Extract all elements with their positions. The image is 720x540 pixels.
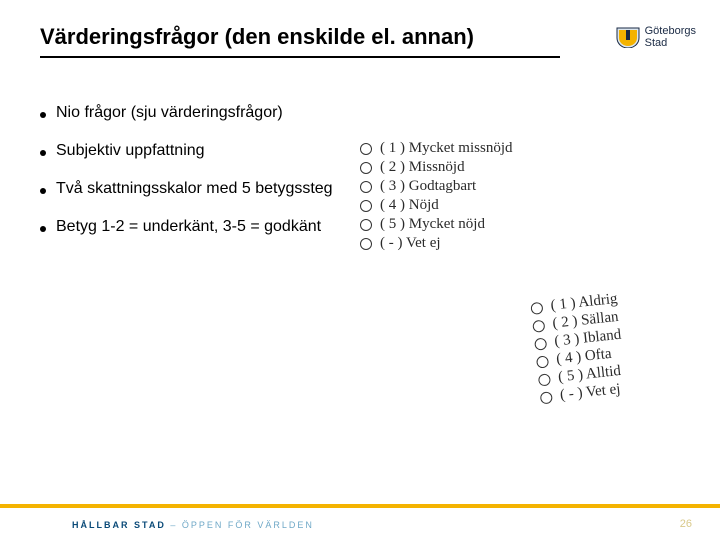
- title-underline: [40, 56, 560, 58]
- goteborg-crest-icon: [615, 26, 641, 48]
- logo: Göteborgs Stad: [615, 25, 696, 49]
- scale-label: ( 2 ) Missnöjd: [380, 159, 465, 176]
- scale-label: ( 1 ) Mycket missnöjd: [380, 140, 513, 157]
- footer: HÅLLBAR STAD – ÖPPEN FÖR VÄRLDEN 26: [0, 508, 720, 540]
- scale-label: ( 4 ) Nöjd: [380, 197, 439, 214]
- rating-scale-satisfaction: ( 1 ) Mycket missnöjd ( 2 ) Missnöjd ( 3…: [360, 140, 560, 254]
- radio-icon: [540, 391, 553, 404]
- radio-icon: [360, 238, 372, 250]
- scale-option: ( - ) Vet ej: [360, 235, 560, 252]
- slide-title: Värderingsfrågor (den enskilde el. annan…: [40, 24, 474, 50]
- footer-tagline: HÅLLBAR STAD – ÖPPEN FÖR VÄRLDEN: [72, 520, 314, 530]
- scale-option: ( 2 ) Missnöjd: [360, 159, 560, 176]
- bullet-list: Nio frågor (sju värderingsfrågor) Subjek…: [40, 104, 350, 256]
- logo-text: Göteborgs Stad: [645, 25, 696, 49]
- scale-option: ( 3 ) Godtagbart: [360, 178, 560, 195]
- bullet-item: Nio frågor (sju värderingsfrågor): [40, 104, 350, 122]
- radio-icon: [530, 301, 543, 314]
- radio-icon: [536, 355, 549, 368]
- bullet-text: Subjektiv uppfattning: [56, 142, 205, 160]
- bullet-dot-icon: [40, 226, 46, 232]
- bullet-item: Två skattningsskalor med 5 betygssteg: [40, 180, 350, 198]
- radio-icon: [360, 219, 372, 231]
- title-row: Värderingsfrågor (den enskilde el. annan…: [40, 24, 696, 50]
- radio-icon: [538, 373, 551, 386]
- bullet-dot-icon: [40, 188, 46, 194]
- footer-sep: –: [166, 520, 182, 530]
- radio-icon: [360, 200, 372, 212]
- scale-label: ( - ) Vet ej: [380, 235, 441, 252]
- rating-scale-frequency: ( 1 ) Aldrig ( 2 ) Sällan ( 3 ) Ibland (…: [530, 282, 710, 407]
- radio-icon: [360, 143, 372, 155]
- radio-icon: [534, 337, 547, 350]
- bullet-dot-icon: [40, 150, 46, 156]
- page-number: 26: [680, 518, 692, 530]
- bullet-item: Subjektiv uppfattning: [40, 142, 350, 160]
- bullet-text: Två skattningsskalor med 5 betygssteg: [56, 180, 333, 198]
- radio-icon: [360, 181, 372, 193]
- radio-icon: [532, 319, 545, 332]
- bullet-dot-icon: [40, 112, 46, 118]
- footer-light: ÖPPEN FÖR VÄRLDEN: [182, 520, 314, 530]
- logo-line1: Göteborgs: [645, 25, 696, 37]
- scale-label: ( 3 ) Godtagbart: [380, 178, 476, 195]
- scale-option: ( 5 ) Mycket nöjd: [360, 216, 560, 233]
- slide: Värderingsfrågor (den enskilde el. annan…: [0, 0, 720, 540]
- logo-line2: Stad: [645, 37, 696, 49]
- bullet-item: Betyg 1-2 = underkänt, 3-5 = godkänt: [40, 218, 350, 236]
- bullet-text: Nio frågor (sju värderingsfrågor): [56, 104, 283, 122]
- bullet-text: Betyg 1-2 = underkänt, 3-5 = godkänt: [56, 218, 321, 236]
- scale-label: ( 5 ) Mycket nöjd: [380, 216, 485, 233]
- radio-icon: [360, 162, 372, 174]
- footer-strong: HÅLLBAR STAD: [72, 520, 166, 530]
- scale-option: ( 1 ) Mycket missnöjd: [360, 140, 560, 157]
- scale-option: ( 4 ) Nöjd: [360, 197, 560, 214]
